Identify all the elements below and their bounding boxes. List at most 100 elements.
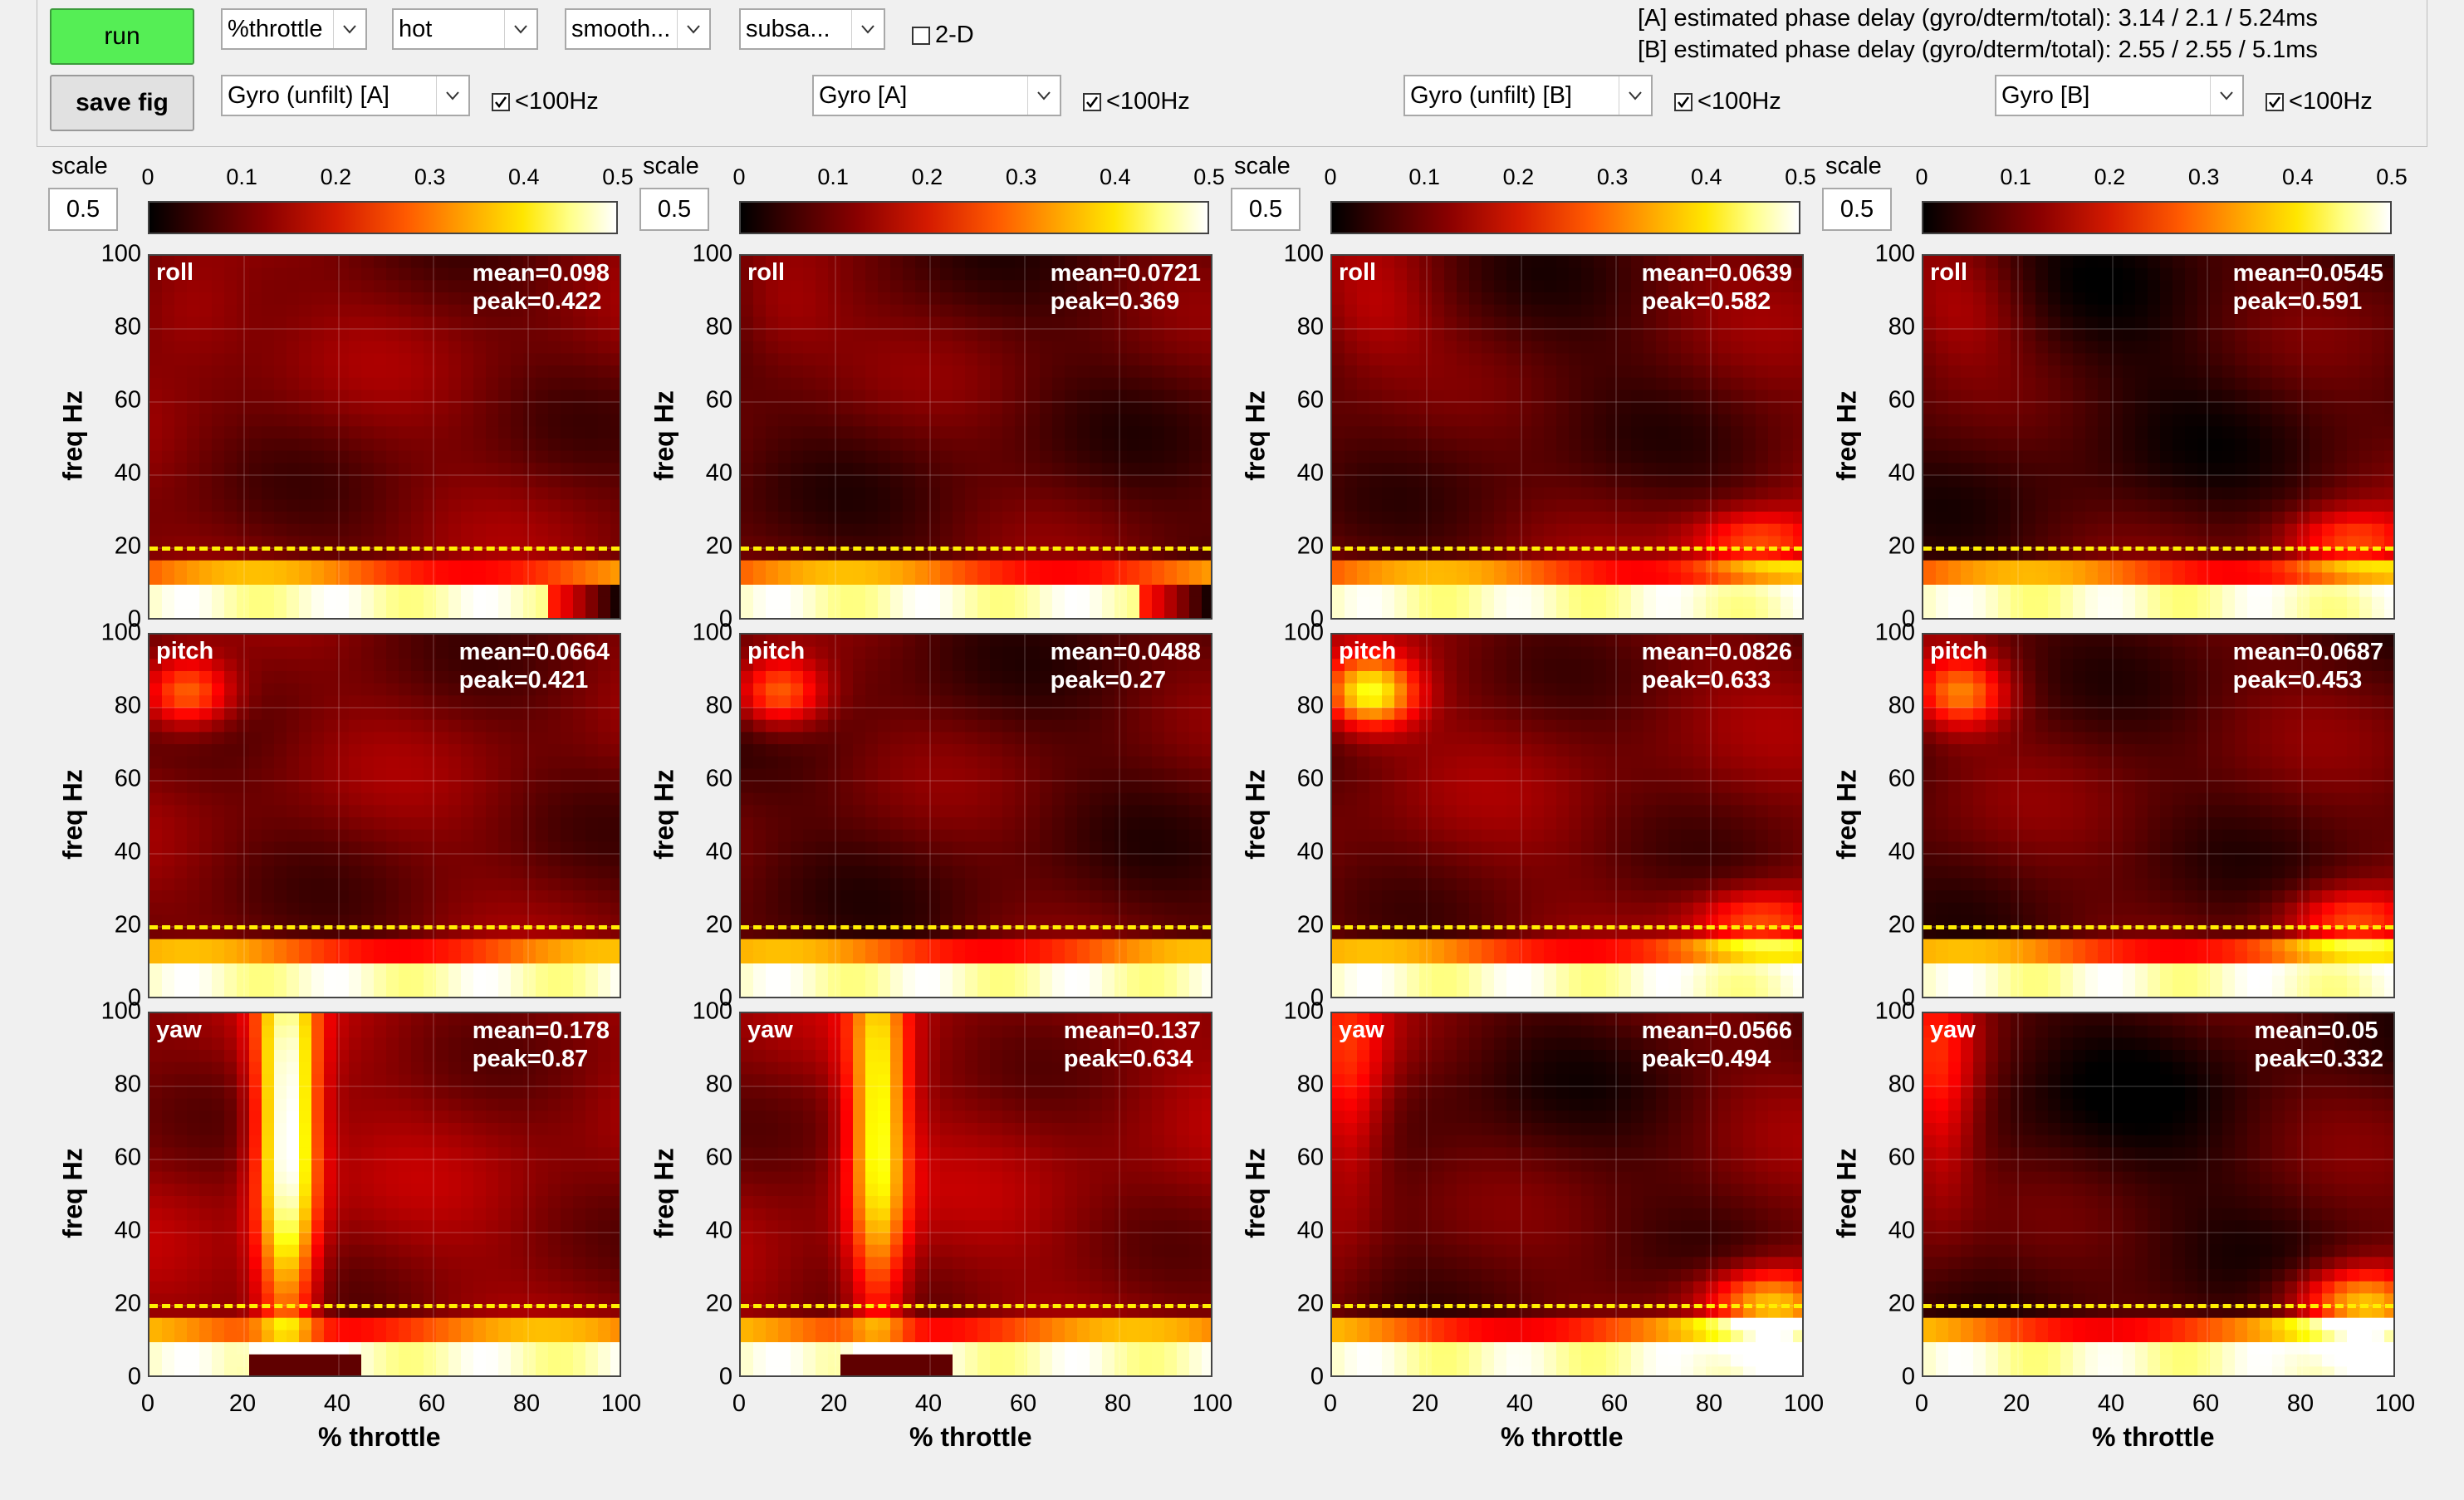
- heatmap-cell: [1040, 256, 1053, 269]
- heatmap-cell: [224, 829, 238, 842]
- colormap-dropdown[interactable]: hot: [392, 8, 538, 50]
- heatmap-cell: [1139, 572, 1153, 586]
- heatmap-cell: [299, 708, 312, 721]
- heatmap-cell: [411, 487, 424, 500]
- heatmap-cell: [1202, 585, 1211, 598]
- heatmap-cell: [1065, 512, 1078, 525]
- heatmap-cell: [573, 536, 586, 549]
- heatmap-cell: [903, 353, 916, 366]
- heatmap-cell: [299, 695, 312, 708]
- heatmap-cell: [598, 854, 611, 867]
- heatmap-cell: [561, 914, 574, 928]
- heatmap-cell: [977, 596, 991, 610]
- heatmap-cell: [411, 1330, 424, 1343]
- heatmap-cell: [977, 365, 991, 379]
- heatmap-cell: [336, 1171, 350, 1184]
- heatmap-cell: [828, 781, 841, 794]
- heatmap-cell: [523, 463, 536, 476]
- heatmap-cell: [249, 1061, 262, 1075]
- heatmap-cell: [741, 963, 754, 977]
- heatmap-cell: [299, 548, 312, 561]
- heatmap-cell: [461, 414, 474, 427]
- heatmap-cell: [573, 572, 586, 586]
- heatmap-cell: [498, 792, 512, 806]
- heatmap-cell: [212, 548, 225, 561]
- source-dropdown[interactable]: Gyro [B]: [1995, 75, 2244, 116]
- heatmap-cell: [1114, 329, 1128, 342]
- heatmap-cell: [473, 1257, 487, 1270]
- heatmap-cell: [511, 1184, 524, 1197]
- heatmap-cell: [511, 914, 524, 928]
- heatmap-cell: [448, 744, 462, 757]
- run-button[interactable]: run: [50, 8, 194, 65]
- heatmap-cell: [1102, 292, 1115, 306]
- checkmark-icon: [1083, 92, 1101, 111]
- heatmap-cell: [511, 450, 524, 463]
- heatmap-cell: [399, 781, 412, 794]
- heatmap-cell: [174, 414, 188, 427]
- heatmap-cell: [399, 683, 412, 696]
- heatmap-cell: [299, 1293, 312, 1306]
- lowpass-checkbox[interactable]: <100Hz: [1674, 88, 1781, 115]
- heatmap-cell: [386, 304, 399, 317]
- toggle-2d-checkbox[interactable]: 2-D: [912, 22, 974, 49]
- heatmap-cell: [448, 902, 462, 915]
- heatmap-cell: [498, 365, 512, 379]
- heatmap-cell: [741, 865, 754, 879]
- heatmap-cell: [212, 1025, 225, 1038]
- heatmap-cell: [448, 1317, 462, 1331]
- xaxis-dropdown[interactable]: %throttle: [221, 8, 367, 50]
- heatmap-cell: [299, 756, 312, 769]
- heatmap-cell: [816, 865, 829, 879]
- heatmap-cell: [977, 414, 991, 427]
- heatmap-cell: [324, 1074, 337, 1087]
- lowpass-checkbox[interactable]: <100Hz: [492, 88, 599, 115]
- heatmap-cell: [374, 768, 387, 782]
- scale-input[interactable]: 0.5: [639, 188, 709, 231]
- heatmap-cell: [1177, 304, 1190, 317]
- heatmap-cell: [585, 609, 599, 618]
- heatmap-cell: [548, 756, 561, 769]
- source-dropdown[interactable]: Gyro [A]: [812, 75, 1061, 116]
- scale-input[interactable]: 0.5: [48, 188, 118, 231]
- heatmap-cell: [174, 304, 188, 317]
- source-dropdown[interactable]: Gyro (unfilt) [A]: [221, 75, 470, 116]
- heatmap-cell: [573, 560, 586, 573]
- heatmap-cell: [536, 341, 549, 354]
- heatmap-cell: [411, 560, 424, 573]
- heatmap-cell: [778, 695, 791, 708]
- heatmap-cell: [374, 390, 387, 403]
- heatmap-cell: [374, 890, 387, 904]
- source-dropdown[interactable]: Gyro (unfilt) [B]: [1403, 75, 1653, 116]
- heatmap-cell: [274, 1086, 287, 1100]
- heatmap-cell: [274, 939, 287, 952]
- heatmap-cell: [436, 708, 449, 721]
- heatmap-cell: [461, 914, 474, 928]
- heatmap-cell: [199, 341, 213, 354]
- heatmap-plot: yaw mean=0.178 peak=0.87: [148, 1012, 621, 1377]
- heatmap-cell: [536, 1110, 549, 1124]
- heatmap-cell: [224, 1244, 238, 1257]
- heatmap-cell: [174, 939, 188, 952]
- subsample-dropdown[interactable]: subsa...: [739, 8, 885, 50]
- heatmap-cell: [573, 439, 586, 452]
- heatmap-cell: [791, 463, 804, 476]
- heatmap-cell: [174, 1317, 188, 1331]
- heatmap-cell: [1027, 390, 1041, 403]
- heatmap-cell: [374, 865, 387, 879]
- heatmap-cell: [865, 695, 879, 708]
- heatmap-cell: [536, 1086, 549, 1100]
- smooth-dropdown[interactable]: smooth...: [565, 8, 711, 50]
- heatmap-cell: [436, 805, 449, 818]
- heatmap-cell: [1164, 487, 1178, 500]
- heatmap-cell: [324, 854, 337, 867]
- heatmap-cell: [498, 1196, 512, 1209]
- lowpass-checkbox[interactable]: <100Hz: [2266, 88, 2373, 115]
- save-fig-button[interactable]: save fig: [50, 75, 194, 131]
- lowpass-checkbox[interactable]: <100Hz: [1083, 88, 1190, 115]
- heatmap-cell: [149, 1257, 163, 1270]
- heatmap-cell: [287, 560, 300, 573]
- heatmap-cell: [212, 1342, 225, 1355]
- heatmap-cell: [411, 390, 424, 403]
- heatmap-cell: [511, 341, 524, 354]
